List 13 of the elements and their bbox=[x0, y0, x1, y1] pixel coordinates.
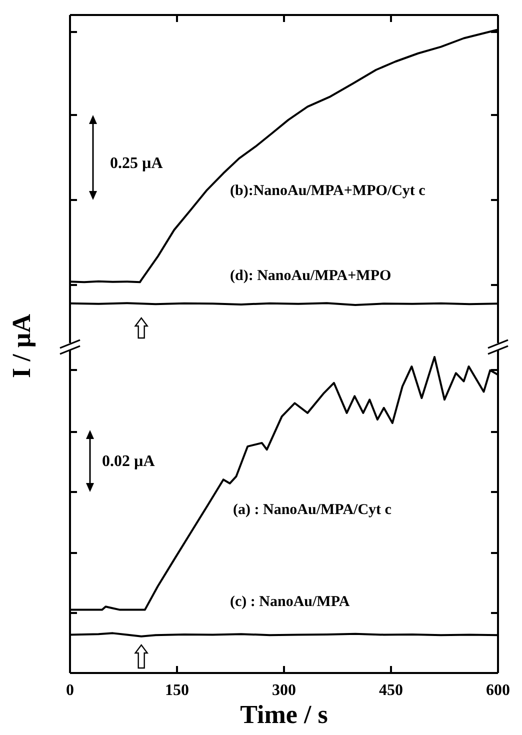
x-axis-title: Time / s bbox=[240, 700, 328, 729]
x-tick-label: 0 bbox=[66, 682, 74, 699]
series-label: (c) : NanoAu/MPA bbox=[230, 594, 350, 610]
x-tick-label: 600 bbox=[486, 682, 510, 699]
series-label: (b):NanoAu/MPA+MPO/Cyt c bbox=[230, 183, 426, 199]
y-axis-title: I / µA bbox=[7, 314, 36, 378]
annotation: 0.02 µA bbox=[102, 453, 156, 470]
x-tick-label: 450 bbox=[379, 682, 403, 699]
annotation: 0.25 µA bbox=[110, 155, 164, 172]
series-label: (d): NanoAu/MPA+MPO bbox=[230, 268, 392, 284]
series-label: (a) : NanoAu/MPA/Cyt c bbox=[233, 502, 392, 518]
x-tick-label: 300 bbox=[272, 682, 296, 699]
x-tick-label: 150 bbox=[165, 682, 189, 699]
